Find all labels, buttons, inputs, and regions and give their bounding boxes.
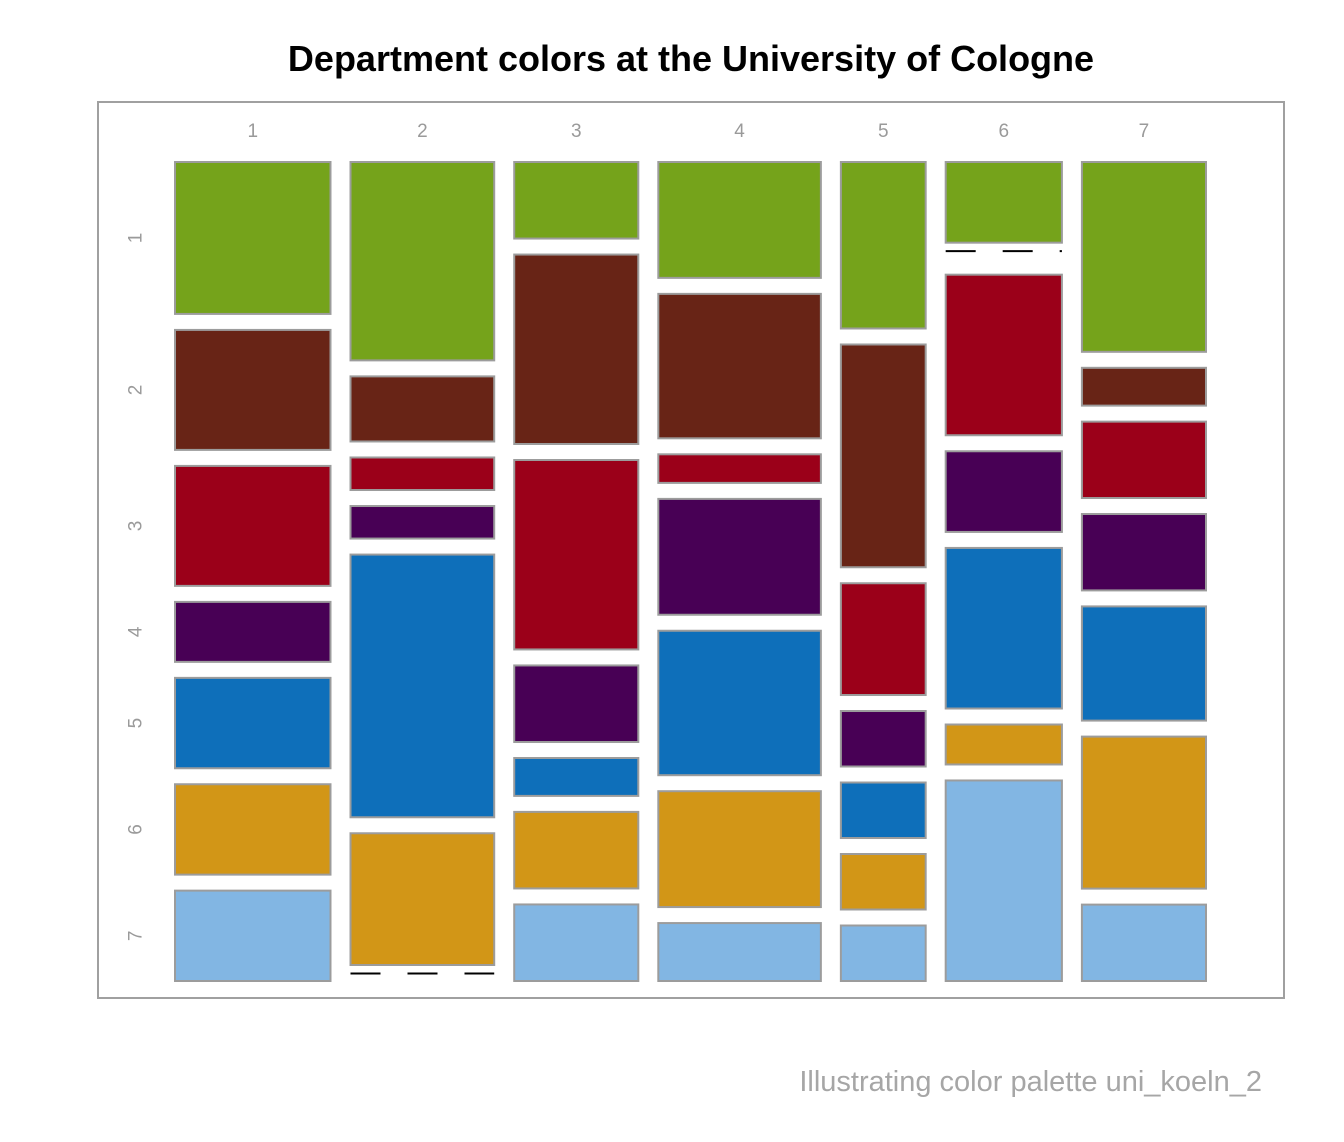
mosaic-cell — [174, 161, 332, 315]
palette-caption: Illustrating color palette uni_koeln_2 — [799, 1066, 1262, 1098]
mosaic-cell — [1080, 366, 1208, 407]
mosaic-cell — [1080, 161, 1208, 353]
column-label: 3 — [571, 121, 582, 142]
mosaic-cell — [349, 161, 496, 362]
mosaic-cell — [513, 459, 640, 651]
mosaic-cell — [1080, 605, 1208, 722]
column-label: 2 — [417, 121, 428, 142]
mosaic-cell — [513, 757, 640, 797]
row-label: 7 — [126, 931, 147, 942]
mosaic-cell — [657, 629, 822, 777]
column-label: 4 — [734, 121, 745, 142]
mosaic-cell — [513, 810, 640, 890]
mosaic-cell — [349, 375, 496, 443]
mosaic-cell — [349, 505, 496, 540]
mosaic-cell — [944, 161, 1063, 244]
row-label: 1 — [126, 233, 147, 244]
mosaic-cell — [513, 903, 640, 983]
mosaic-cell — [349, 553, 496, 819]
mosaic-cell — [1080, 735, 1208, 890]
mosaic-cell — [1080, 513, 1208, 592]
mosaic-cell — [839, 710, 927, 768]
mosaic-cell — [513, 161, 640, 240]
mosaic-cell — [839, 343, 927, 569]
mosaic-cells — [174, 161, 1208, 983]
mosaic-cell — [944, 273, 1063, 437]
mosaic-cell — [657, 922, 822, 983]
mosaic-cell — [349, 832, 496, 966]
row-label: 2 — [126, 385, 147, 396]
mosaic-cell — [513, 253, 640, 446]
mosaic-cell — [1080, 903, 1208, 983]
row-label: 3 — [126, 521, 147, 532]
row-label: 6 — [126, 824, 147, 835]
mosaic-cell — [944, 450, 1063, 533]
mosaic-cell — [349, 456, 496, 492]
mosaic-cell — [174, 328, 332, 451]
mosaic-cell — [174, 464, 332, 587]
mosaic-cell — [839, 924, 927, 982]
mosaic-cell — [657, 790, 822, 909]
mosaic-cell — [174, 889, 332, 982]
row-label: 4 — [126, 626, 147, 637]
mosaic-cell — [174, 783, 332, 876]
mosaic-cell — [174, 600, 332, 663]
mosaic-cell — [839, 781, 927, 840]
column-label: 6 — [999, 121, 1010, 142]
chart-title: Department colors at the University of C… — [287, 38, 1095, 79]
plot-frame — [97, 101, 1285, 999]
row-label: 5 — [126, 718, 147, 729]
mosaic-cell — [174, 676, 332, 770]
mosaic-cell — [944, 546, 1063, 710]
mosaic-cell — [944, 723, 1063, 766]
mosaic-cell — [944, 779, 1063, 982]
column-labels: 1 2 3 4 5 6 7 — [247, 121, 1149, 142]
column-label: 5 — [878, 121, 889, 142]
mosaic-cell — [513, 664, 640, 744]
mosaic-cell — [1080, 420, 1208, 500]
column-label: 7 — [1139, 121, 1150, 142]
mosaic-cell — [657, 453, 822, 484]
row-labels: 1 2 3 4 5 6 7 — [126, 233, 147, 941]
column-label: 1 — [247, 121, 258, 142]
mosaic-cell — [839, 161, 927, 330]
mosaic-cell — [839, 582, 927, 697]
mosaic-cell — [657, 292, 822, 440]
mosaic-cell — [657, 497, 822, 616]
mosaic-cell — [839, 853, 927, 911]
mosaic-cell — [657, 161, 822, 279]
